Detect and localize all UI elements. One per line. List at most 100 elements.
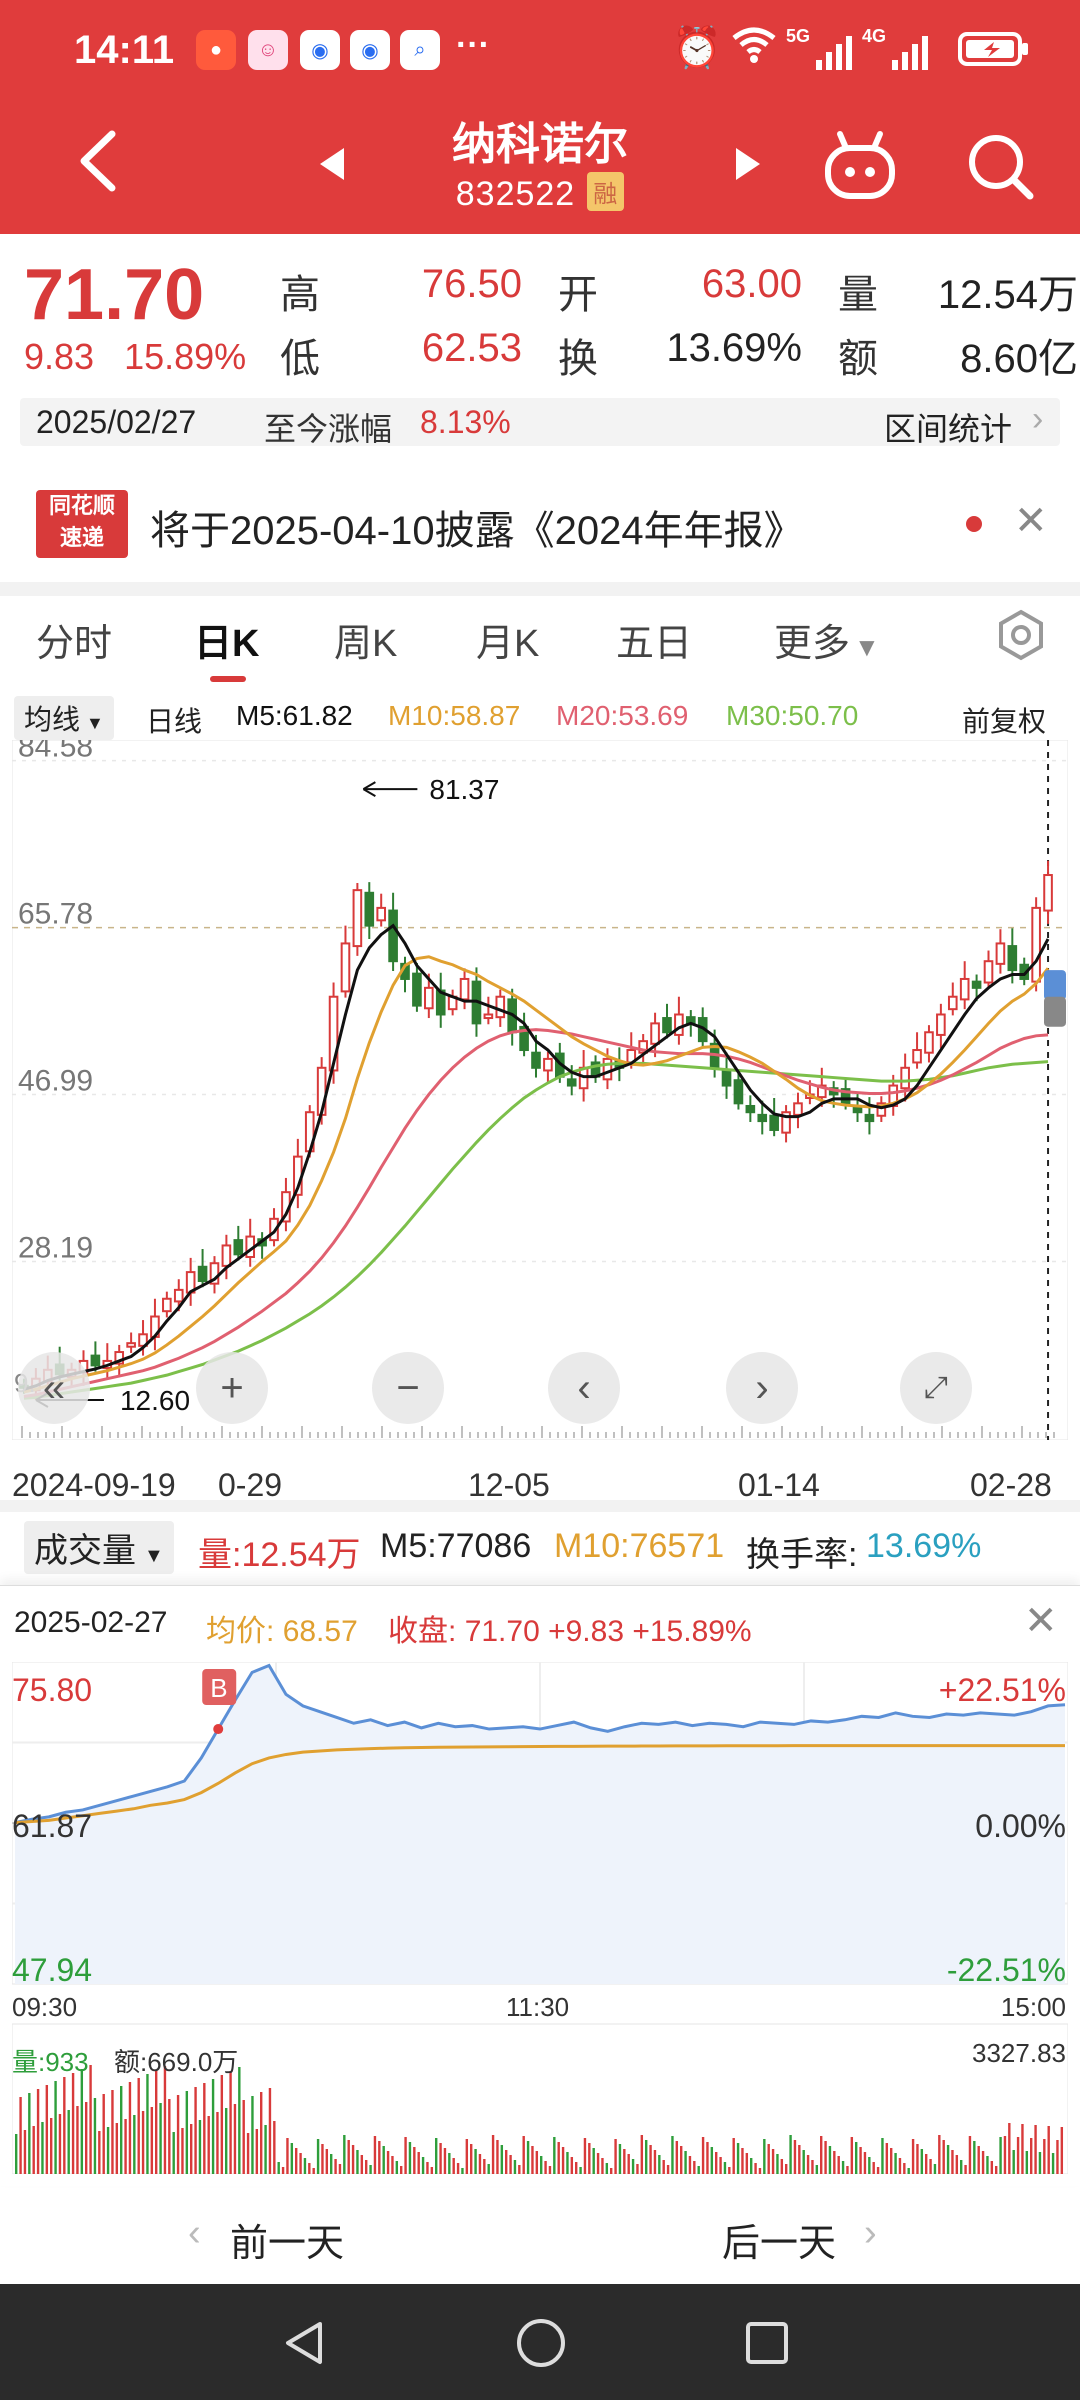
volume-bar bbox=[386, 2151, 390, 2174]
candle-up bbox=[495, 995, 506, 1019]
candle-down bbox=[412, 972, 422, 1007]
fullscreen-icon[interactable]: ⤢ bbox=[900, 1352, 972, 1424]
candle-down bbox=[388, 909, 398, 963]
back-nav-icon[interactable] bbox=[280, 2318, 330, 2368]
volume-bar bbox=[872, 2162, 875, 2174]
volume-bar bbox=[732, 2138, 735, 2174]
candle-up bbox=[340, 942, 351, 993]
range-stats-link[interactable]: 区间统计 bbox=[884, 411, 1013, 447]
volume-bar bbox=[680, 2146, 683, 2174]
volume-bar bbox=[461, 2168, 464, 2174]
volume-bar bbox=[373, 2136, 377, 2174]
candle-up bbox=[959, 977, 970, 1001]
prev-day-button[interactable]: 前一天 bbox=[230, 2223, 345, 2265]
avg-price-label: 均价: bbox=[206, 1615, 275, 1648]
recent-nav-icon[interactable] bbox=[744, 2320, 790, 2366]
volume-bar bbox=[211, 2079, 215, 2174]
battery-icon bbox=[958, 30, 1030, 68]
volume-bar bbox=[1060, 2127, 1064, 2174]
intraday-popup[interactable]: 2025-02-27 均价: 68.57 收盘: 71.70 +9.83 +15… bbox=[0, 1585, 1080, 2186]
volume-bar bbox=[365, 2160, 368, 2174]
adjust-mode[interactable]: 前复权 bbox=[962, 706, 1047, 737]
chevron-left-icon: ‹ bbox=[188, 2212, 201, 2254]
volume-bar bbox=[623, 2149, 626, 2174]
candle-up bbox=[162, 1297, 172, 1313]
volume-bar bbox=[824, 2141, 827, 2174]
next-day-button[interactable]: 后一天 bbox=[722, 2223, 837, 2265]
tab-monthly-k[interactable]: 月K bbox=[476, 623, 540, 665]
volume-bar bbox=[500, 2145, 504, 2174]
indicator-selector[interactable]: 均线 ▼ bbox=[14, 696, 114, 740]
tab-daily-k[interactable]: 日K bbox=[194, 623, 260, 665]
volume-bar bbox=[846, 2166, 849, 2174]
x-label: 0-29 bbox=[218, 1467, 283, 1503]
tab-five-day[interactable]: 五日 bbox=[616, 623, 693, 665]
volume-m5: M5:77086 bbox=[380, 1527, 532, 1565]
back-icon[interactable] bbox=[70, 126, 130, 196]
volume-bar bbox=[920, 2149, 924, 2174]
volume-max: 3327.83 bbox=[972, 2038, 1066, 2068]
candle-down bbox=[769, 1114, 779, 1131]
range-bar[interactable]: 2025/02/27 至今涨幅 8.13% 区间统计 › bbox=[20, 398, 1060, 447]
volume-bar bbox=[518, 2165, 521, 2174]
volume-bar bbox=[264, 2125, 267, 2174]
volume-bar bbox=[159, 2103, 162, 2174]
zoom-in-icon[interactable]: + bbox=[196, 1352, 268, 1424]
candle-up bbox=[983, 960, 994, 984]
tab-weekly-k[interactable]: 周K bbox=[334, 623, 398, 665]
x-label: 12-05 bbox=[468, 1467, 550, 1503]
close-icon[interactable]: ✕ bbox=[1014, 499, 1048, 543]
next-stock-icon[interactable] bbox=[734, 144, 764, 184]
home-nav-icon[interactable] bbox=[514, 2316, 568, 2370]
candle-up bbox=[114, 1351, 125, 1365]
tab-more[interactable]: 更多 ▼ bbox=[774, 612, 880, 667]
app-notification-icon: ☺ bbox=[248, 30, 288, 70]
buy-marker-box bbox=[202, 1669, 237, 1706]
right-icon[interactable]: › bbox=[726, 1352, 798, 1424]
volume-bar bbox=[229, 2071, 232, 2174]
logo-line1: 同花顺 bbox=[48, 493, 115, 518]
candle-up bbox=[816, 1084, 827, 1099]
zoom-out-icon[interactable]: − bbox=[372, 1352, 444, 1424]
candle-down bbox=[566, 1078, 577, 1087]
candle-down bbox=[745, 1104, 756, 1114]
y-mid: 61.87 bbox=[12, 1808, 93, 1844]
search-icon[interactable] bbox=[962, 128, 1038, 204]
volume-bar bbox=[71, 2073, 75, 2174]
time-start: 09:30 bbox=[12, 1992, 78, 2022]
volume-bar bbox=[855, 2142, 858, 2174]
volume-bar bbox=[255, 2129, 259, 2174]
stock-header: 纳科诺尔 832522 融 bbox=[0, 100, 1080, 234]
volume-bar bbox=[999, 2137, 1002, 2174]
left-icon[interactable]: ‹ bbox=[548, 1352, 620, 1424]
volume-bar bbox=[868, 2157, 871, 2174]
volume-bar bbox=[859, 2147, 862, 2174]
volume-bar bbox=[194, 2087, 197, 2174]
volume-bar bbox=[404, 2137, 407, 2174]
pct-mid: 0.00% bbox=[975, 1808, 1066, 1844]
logo-line2: 速递 bbox=[59, 525, 104, 550]
volume-bar bbox=[1021, 2124, 1024, 2174]
volume-indicator-row: 成交量 ▼ 量:12.54万 M5:77086 M10:76571 换手率: 13… bbox=[0, 1515, 1080, 1575]
stock-code-row: 832522 融 bbox=[0, 172, 1080, 214]
volume-selector[interactable]: 成交量 ▼ bbox=[24, 1521, 174, 1574]
divider bbox=[0, 1500, 1080, 1512]
tab-timeshare[interactable]: 分时 bbox=[36, 623, 113, 665]
collapse-icon[interactable]: « bbox=[18, 1352, 90, 1424]
volume-bar bbox=[631, 2159, 635, 2174]
volume-bar bbox=[531, 2146, 534, 2174]
announcement-banner[interactable]: 同花顺 速递 将于2025-04-10披露《2024年年报》 ✕ bbox=[0, 470, 1080, 580]
chart-settings-icon[interactable] bbox=[994, 608, 1048, 662]
volume-bar bbox=[172, 2132, 175, 2174]
volume-bar bbox=[955, 2155, 959, 2174]
close-icon[interactable]: ✕ bbox=[1024, 1599, 1058, 1643]
prev-stock-icon[interactable] bbox=[316, 144, 346, 184]
robot-icon[interactable] bbox=[822, 128, 898, 204]
volume-bar bbox=[198, 2120, 202, 2174]
volume-bar bbox=[942, 2140, 945, 2174]
turnover-label: 换 bbox=[558, 337, 598, 381]
volume-bar bbox=[443, 2148, 447, 2174]
dropdown-triangle-icon: ▼ bbox=[144, 1545, 164, 1567]
volume-bar bbox=[474, 2149, 477, 2174]
